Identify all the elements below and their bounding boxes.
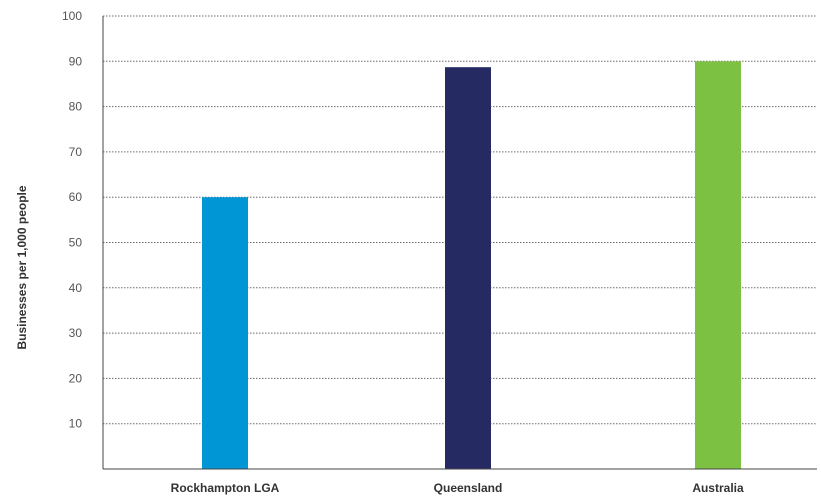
y-tick-label: 80 [69,100,83,114]
x-category-label: Queensland [434,481,503,495]
y-tick-label: 20 [69,371,83,385]
y-tick-label: 90 [69,54,83,68]
y-tick-label: 40 [69,281,83,295]
bar-rockhampton-lga [202,197,248,469]
y-tick-label: 30 [69,326,83,340]
y-tick-label: 100 [62,9,82,23]
y-tick-label: 70 [69,145,83,159]
x-category-label: Australia [692,481,744,495]
x-category-label: Rockhampton LGA [171,481,280,495]
axes [102,16,817,470]
y-tick-label: 60 [69,190,83,204]
bars [202,61,741,470]
y-tick-label: 50 [69,236,83,250]
y-tick-labels: 10 20 30 40 50 60 70 80 90 100 [62,9,82,431]
bar-queensland [445,67,491,470]
y-tick-label: 10 [69,417,83,431]
y-axis-title: Businesses per 1,000 people [15,185,29,349]
bar-australia [695,61,741,470]
x-category-labels: Rockhampton LGA Queensland Australia [171,481,744,495]
